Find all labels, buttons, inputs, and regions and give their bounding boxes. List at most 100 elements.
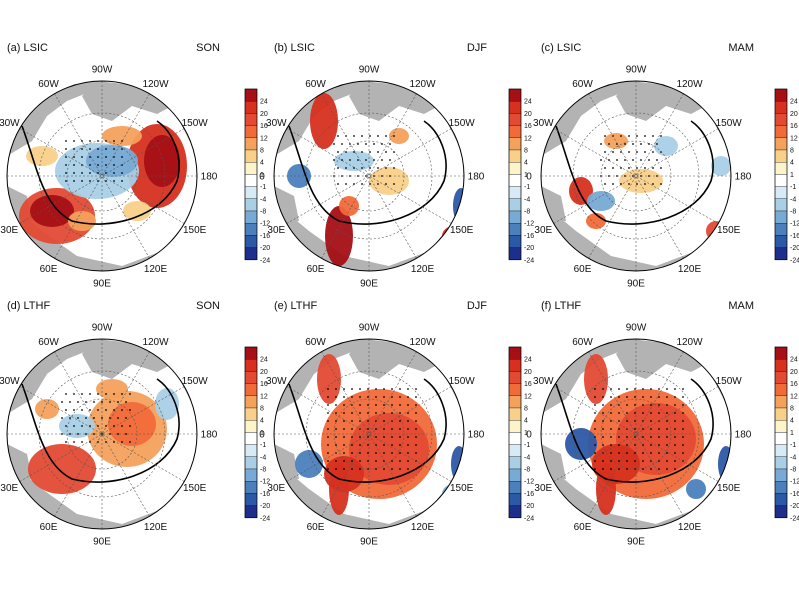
longitude-label: 30W [533, 118, 554, 129]
significance-dot [105, 156, 107, 158]
longitude-label: 150W [449, 376, 476, 387]
longitude-label: 30W [0, 118, 20, 129]
colorbar-swatch [774, 383, 788, 396]
longitude-label: 120W [409, 337, 436, 348]
significance-dot [125, 401, 127, 403]
significance-dot [660, 135, 662, 137]
significance-dot [121, 441, 123, 443]
significance-dot [375, 396, 377, 398]
significance-dot [369, 183, 371, 185]
significance-dot [674, 404, 676, 406]
colorbar-tick-label: -1 [524, 184, 530, 191]
significance-dot [602, 468, 604, 470]
significance-dot [105, 148, 107, 150]
colorbar-swatch [244, 407, 258, 421]
longitude-label: 60E [40, 264, 58, 275]
significance-dot [618, 436, 620, 438]
colorbar-swatch [508, 407, 522, 421]
significance-dot [73, 441, 75, 443]
significance-dot [407, 452, 409, 454]
significance-dot [415, 396, 417, 398]
colorbar-tick-label: -4 [260, 196, 266, 203]
significance-dot [73, 164, 75, 166]
colorbar-tick-label: -12 [790, 221, 799, 228]
longitude-label: 120W [142, 79, 169, 90]
significance-dot [351, 420, 353, 422]
colorbar-swatch [508, 383, 522, 396]
anomaly-patch [329, 463, 349, 515]
significance-dot [658, 436, 660, 438]
colorbar-tick-label: 1 [260, 430, 264, 437]
map-boundary [273, 338, 465, 530]
colorbar-tick-label: 1 [524, 172, 528, 179]
colorbar-tick-label: -16 [524, 491, 534, 498]
significance-dot [682, 452, 684, 454]
significance-dot [618, 396, 620, 398]
colorbar-tick-label: -4 [524, 196, 530, 203]
significance-dot [658, 396, 660, 398]
significance-dot [357, 143, 359, 145]
significance-dot [636, 167, 638, 169]
significance-dot [109, 433, 111, 435]
significance-dot [105, 409, 107, 411]
significance-dot [391, 404, 393, 406]
significance-dot [602, 412, 604, 414]
map-boundary [6, 80, 198, 272]
colorbar-swatch [244, 383, 258, 396]
significance-dot [359, 420, 361, 422]
longitude-label: 0 [259, 172, 265, 183]
significance-dot [634, 452, 636, 454]
longitude-label: 60E [574, 264, 592, 275]
significance-dot [341, 143, 343, 145]
significance-dot [642, 404, 644, 406]
significance-dot [359, 436, 361, 438]
colorbar-swatch [508, 468, 522, 482]
colorbar-tick-label: -8 [260, 209, 266, 216]
significance-dot [682, 412, 684, 414]
significance-dot [626, 436, 628, 438]
colorbar-tick-label: 16 [260, 123, 268, 130]
colorbar-swatch [244, 149, 258, 163]
colorbar-swatch [774, 101, 788, 114]
significance-dot [351, 444, 353, 446]
significance-dot [353, 135, 355, 137]
significance-dot [89, 148, 91, 150]
significance-dot [345, 151, 347, 153]
colorbar-tick-label: 24 [790, 99, 798, 106]
significance-dot [385, 167, 387, 169]
season-label: MAM [728, 300, 754, 312]
significance-dot [600, 143, 602, 145]
significance-dot [604, 167, 606, 169]
significance-dot [626, 396, 628, 398]
colorbar-swatch [508, 505, 522, 518]
longitude-label: 180 [201, 430, 218, 441]
anomaly-patch [295, 450, 323, 478]
colorbar-swatch [508, 493, 522, 506]
colorbar-tick-label: -12 [524, 479, 534, 486]
significance-dot [383, 428, 385, 430]
panel-label: (b) LSIC [274, 42, 315, 54]
significance-dot [367, 388, 369, 390]
significance-dot [121, 140, 123, 142]
significance-dot [367, 396, 369, 398]
significance-dot [399, 412, 401, 414]
colorbar-tick-label: -1 [790, 184, 796, 191]
significance-dot [602, 420, 604, 422]
significance-dot [81, 140, 83, 142]
significance-dot [674, 460, 676, 462]
significance-dot [634, 444, 636, 446]
significance-dot [105, 393, 107, 395]
significance-dot [109, 417, 111, 419]
colorbar-tick-label: 24 [260, 357, 268, 364]
significance-dot [73, 180, 75, 182]
significance-dot [642, 428, 644, 430]
anomaly-patch [369, 167, 409, 195]
significance-dot [636, 135, 638, 137]
significance-dot [618, 412, 620, 414]
significance-dot [620, 135, 622, 137]
significance-dot [628, 183, 630, 185]
significance-dot [620, 167, 622, 169]
colorbar-swatch [774, 420, 788, 433]
significance-dot [407, 428, 409, 430]
